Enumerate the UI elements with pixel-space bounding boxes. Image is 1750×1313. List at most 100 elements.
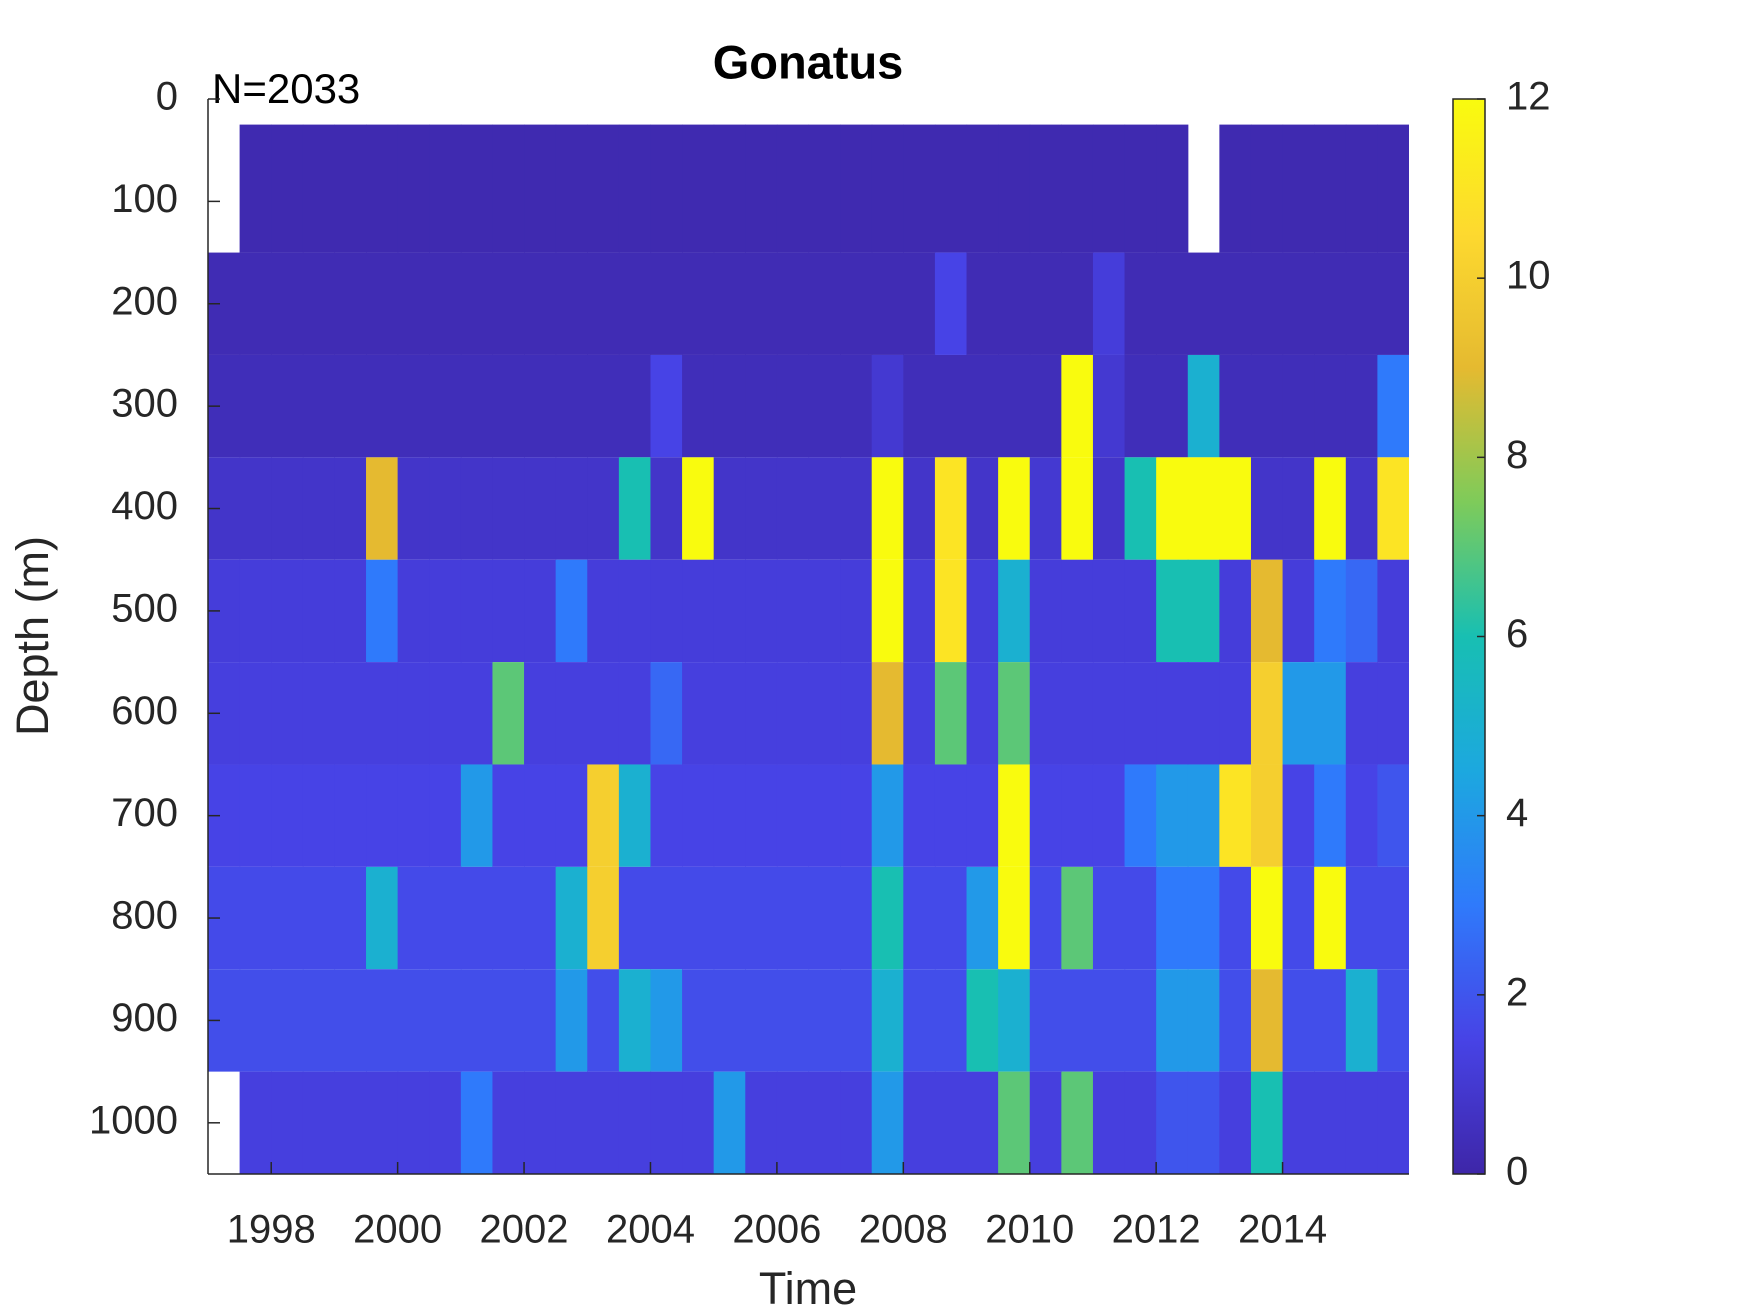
y-tick-label: 300 xyxy=(111,382,178,426)
heatmap-cell xyxy=(429,559,462,663)
heatmap-cell xyxy=(239,866,272,970)
heatmap-cell xyxy=(492,1071,525,1174)
heatmap-cell xyxy=(587,1071,620,1174)
heatmap-cell xyxy=(682,764,715,867)
heatmap-cell xyxy=(776,1071,810,1174)
heatmap-cell xyxy=(745,252,778,355)
heatmap-cell xyxy=(903,866,936,970)
heatmap-cell xyxy=(1219,354,1252,458)
heatmap-cell xyxy=(682,559,715,663)
heatmap-cell xyxy=(1187,354,1220,458)
heatmap-cell xyxy=(239,252,272,355)
heatmap-cell xyxy=(840,124,873,253)
heatmap-cell xyxy=(1314,662,1347,765)
x-tick-label: 2008 xyxy=(859,1208,948,1252)
x-axis-label: Time xyxy=(759,1263,857,1313)
heatmap-cell xyxy=(555,969,588,1072)
heatmap-cell xyxy=(998,662,1031,765)
heatmap-cell xyxy=(460,969,494,1072)
heatmap-cell xyxy=(366,662,399,765)
heatmap-cell xyxy=(1250,662,1284,765)
colorbar-tick-label: 0 xyxy=(1506,1150,1528,1194)
heatmap-cell xyxy=(302,764,336,867)
heatmap-cell xyxy=(650,866,683,970)
heatmap-cell xyxy=(524,866,557,970)
heatmap-cell xyxy=(903,252,936,355)
heatmap-cell xyxy=(460,1071,494,1174)
heatmap-cell xyxy=(334,124,367,253)
heatmap-cell xyxy=(618,252,652,355)
heatmap-cell xyxy=(239,969,272,1072)
heatmap-cell xyxy=(271,866,304,970)
heatmap-cell xyxy=(366,354,399,458)
heatmap-cell xyxy=(1282,866,1315,970)
heatmap-cell xyxy=(1187,1071,1220,1174)
heatmap-cell xyxy=(1029,559,1062,663)
heatmap-cell xyxy=(745,354,778,458)
heatmap-cell xyxy=(460,662,494,765)
annotation: N=2033 xyxy=(212,65,360,112)
heatmap-cell xyxy=(302,457,336,560)
heatmap-cell xyxy=(966,662,999,765)
heatmap-cell xyxy=(555,252,588,355)
heatmap-cell xyxy=(334,457,367,560)
heatmap-cell xyxy=(334,866,367,970)
heatmap-cell xyxy=(271,1071,304,1174)
heatmap-cell xyxy=(397,1071,430,1174)
heatmap-cell xyxy=(1124,866,1157,970)
heatmap-cell xyxy=(650,969,683,1072)
heatmap-cell xyxy=(366,457,399,560)
heatmap-cell xyxy=(460,457,494,560)
y-tick-label: 800 xyxy=(111,894,178,938)
heatmap-cell xyxy=(397,662,430,765)
heatmap-cell xyxy=(334,559,367,663)
heatmap-cell xyxy=(682,662,715,765)
heatmap-cell xyxy=(1314,764,1347,867)
heatmap-cell xyxy=(1345,252,1378,355)
heatmap-cell xyxy=(239,764,272,867)
heatmap-cell xyxy=(492,354,525,458)
heatmap-cell xyxy=(808,866,841,970)
heatmap-cell xyxy=(713,252,746,355)
heatmap-cell xyxy=(239,457,272,560)
heatmap-cell xyxy=(1345,662,1378,765)
heatmap-cell xyxy=(966,124,999,253)
heatmap-cell xyxy=(1219,124,1252,253)
colorbar-tick-label: 4 xyxy=(1506,791,1528,835)
heatmap-cell xyxy=(460,866,494,970)
heatmap-cell xyxy=(998,969,1031,1072)
heatmap-cell xyxy=(1029,457,1062,560)
x-tick-label: 2010 xyxy=(985,1208,1074,1252)
heatmap-cell xyxy=(966,559,999,663)
heatmap-cell xyxy=(1124,969,1157,1072)
heatmap-cell xyxy=(1219,764,1252,867)
colorbar-tick-label: 8 xyxy=(1506,433,1528,477)
heatmap-cell xyxy=(302,969,336,1072)
heatmap-cell xyxy=(524,1071,557,1174)
heatmap-cell xyxy=(871,457,904,560)
heatmap-cell xyxy=(271,354,304,458)
heatmap-cell xyxy=(334,354,367,458)
heatmap-cell xyxy=(1187,662,1220,765)
heatmap-cell xyxy=(840,969,873,1072)
heatmap-cell xyxy=(555,124,588,253)
heatmap-cell xyxy=(1156,457,1189,560)
heatmap-cell xyxy=(302,124,336,253)
heatmap-cell xyxy=(1282,559,1315,663)
heatmap-cell xyxy=(650,1071,683,1174)
heatmap-cell xyxy=(840,662,873,765)
heatmap-cell xyxy=(871,1071,904,1174)
heatmap-cell xyxy=(650,124,683,253)
y-tick-label: 900 xyxy=(111,996,178,1040)
heatmap-cell xyxy=(1219,969,1252,1072)
heatmap-cell xyxy=(524,252,557,355)
heatmap-cell xyxy=(1092,457,1126,560)
heatmap-cell xyxy=(1029,354,1062,458)
heatmap-cell xyxy=(840,354,873,458)
heatmap-cell xyxy=(429,764,462,867)
heatmap-cell xyxy=(903,559,936,663)
heatmap-cell xyxy=(713,354,746,458)
heatmap-cell xyxy=(1250,764,1284,867)
heatmap-cell xyxy=(871,252,904,355)
y-tick-label: 700 xyxy=(111,791,178,835)
